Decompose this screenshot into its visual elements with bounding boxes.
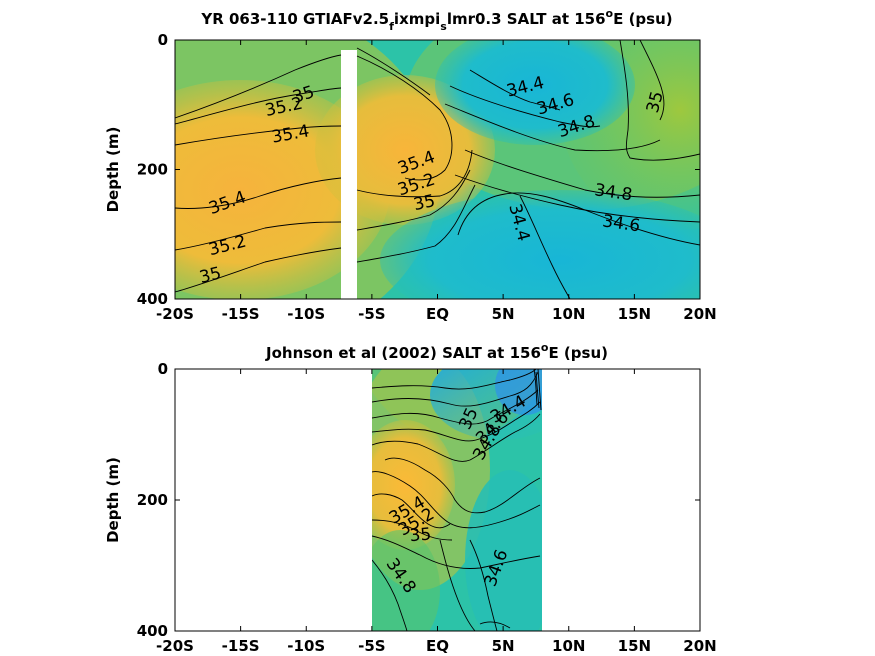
top-panel: 3535.235.435.435.23535.435.23534.434.634… — [104, 7, 717, 323]
y-tick-label: 400 — [137, 290, 168, 308]
top-y-axis-label: Depth (m) — [104, 127, 122, 213]
bottom-y-axis-label: Depth (m) — [104, 457, 122, 543]
x-tick-label: 5N — [492, 637, 515, 655]
y-tick-label: 0 — [158, 360, 168, 378]
data-gap-column — [341, 50, 357, 299]
x-tick-label: EQ — [426, 305, 449, 323]
x-tick-label: 10N — [552, 305, 585, 323]
x-tick-label: -15S — [222, 305, 260, 323]
y-tick-label: 400 — [137, 622, 168, 640]
x-tick-label: -10S — [287, 637, 325, 655]
top-axis-ticks: -20S -15S -10S -5S EQ 5N 10N 15N 20N 0 200 400 — [137, 31, 717, 323]
bottom-chart-title: Johnson et al (2002) SALT at 156oE (psu) — [265, 341, 608, 362]
y-tick-label: 200 — [137, 161, 168, 179]
contour-label: 35 — [409, 524, 432, 546]
contour-label: 35 — [412, 191, 437, 215]
x-tick-label: 20N — [683, 637, 716, 655]
x-tick-label: -20S — [156, 637, 194, 655]
y-tick-label: 0 — [158, 31, 168, 49]
bottom-heatmap-field — [372, 369, 542, 631]
top-chart-title: YR 063-110 GTIAFv2.5fixmpislmr0.3 SALT a… — [200, 7, 672, 33]
bottom-contour-lines — [372, 369, 542, 631]
x-tick-label: 15N — [618, 305, 651, 323]
x-tick-label: -5S — [358, 637, 385, 655]
x-tick-label: -15S — [222, 637, 260, 655]
bottom-axis-ticks: -20S -15S -10S -5S EQ 5N 10N 15N 20N 0 200 400 — [137, 360, 717, 655]
x-tick-label: EQ — [426, 637, 449, 655]
x-tick-label: -20S — [156, 305, 194, 323]
x-tick-label: -10S — [287, 305, 325, 323]
y-tick-label: 200 — [137, 491, 168, 509]
x-tick-label: -5S — [358, 305, 385, 323]
x-tick-label: 20N — [683, 305, 716, 323]
top-contour-lines — [175, 40, 700, 299]
x-tick-label: 10N — [552, 637, 585, 655]
x-tick-label: 5N — [492, 305, 515, 323]
x-tick-label: 15N — [618, 637, 651, 655]
top-heatmap-field — [175, 40, 700, 299]
